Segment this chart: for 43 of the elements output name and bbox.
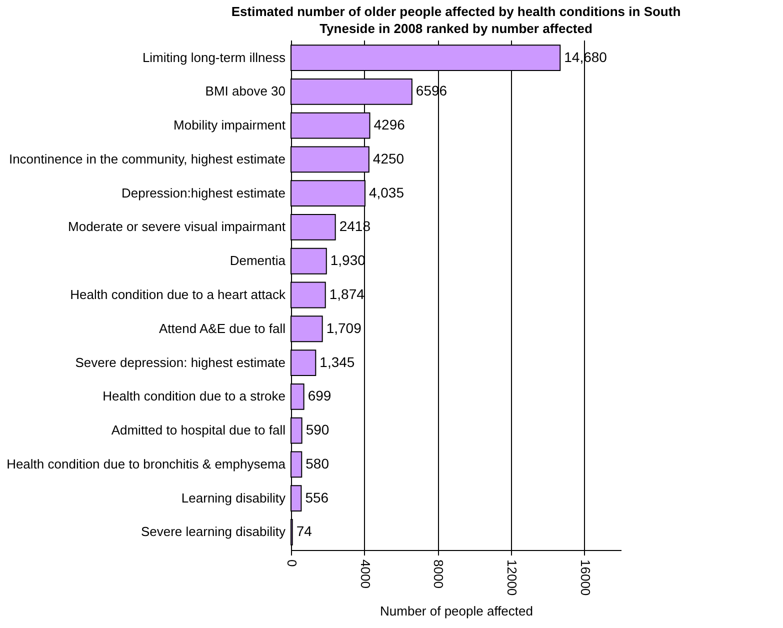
x-tick-label: 12000 bbox=[504, 560, 520, 596]
y-tick-label: Health condition due to a heart attack bbox=[70, 287, 286, 302]
y-tick-label: BMI above 30 bbox=[205, 84, 286, 99]
data-label: 590 bbox=[306, 422, 330, 438]
data-label: 1,345 bbox=[320, 354, 355, 370]
y-tick-label: Dementia bbox=[230, 253, 286, 268]
x-tick-label: 0 bbox=[284, 560, 300, 567]
y-tick-label: Moderate or severe visual impairmant bbox=[68, 219, 286, 234]
y-tick-label: Depression:highest estimate bbox=[121, 185, 286, 200]
bar bbox=[290, 282, 326, 308]
chart-title: Estimated number of older people affected by health conditions in South Tyneside in 2008 ranked by number affected bbox=[231, 4, 681, 36]
data-label: 1,930 bbox=[330, 252, 366, 268]
data-label: 580 bbox=[306, 455, 330, 472]
data-label: 4250 bbox=[372, 150, 404, 166]
y-tick-label: Learning disability bbox=[181, 490, 286, 506]
bar bbox=[290, 417, 302, 444]
x-axis-title: Number of people affected bbox=[380, 604, 533, 619]
y-tick-label: Attend A&E due to fall bbox=[159, 320, 286, 336]
bar bbox=[290, 451, 302, 478]
data-label: 699 bbox=[308, 388, 332, 404]
y-tick-label: Severe learning disability bbox=[140, 524, 286, 540]
data-label: 4296 bbox=[374, 116, 406, 133]
data-label: 1,709 bbox=[326, 320, 362, 336]
y-tick-label: Admitted to hospital due to fall bbox=[111, 422, 286, 438]
bar bbox=[290, 316, 323, 342]
x-tick-label: 8000 bbox=[431, 560, 446, 588]
bar bbox=[290, 248, 327, 274]
data-label: 4,035 bbox=[368, 184, 404, 200]
data-label: 556 bbox=[305, 489, 329, 506]
y-tick-label: Health condition due to bronchitis & emphysema bbox=[6, 456, 286, 472]
y-tick-label: Mobility impairment bbox=[174, 118, 286, 133]
bar bbox=[290, 214, 336, 240]
y-tick-label: Health condition due to a stroke bbox=[102, 388, 286, 404]
x-tick-label: 16000 bbox=[578, 560, 593, 596]
bar bbox=[290, 350, 316, 376]
bar bbox=[290, 383, 304, 410]
data-label: 1,874 bbox=[329, 286, 365, 302]
x-tick-label: 4000 bbox=[358, 560, 373, 588]
y-tick-label: Severe depression: highest estimate bbox=[75, 354, 286, 370]
y-tick-label: Incontinence in the community, highest estimate bbox=[8, 151, 286, 166]
bar bbox=[290, 485, 302, 512]
y-tick-label: Limiting long-term illness bbox=[142, 50, 286, 65]
data-label: 74 bbox=[296, 523, 312, 540]
